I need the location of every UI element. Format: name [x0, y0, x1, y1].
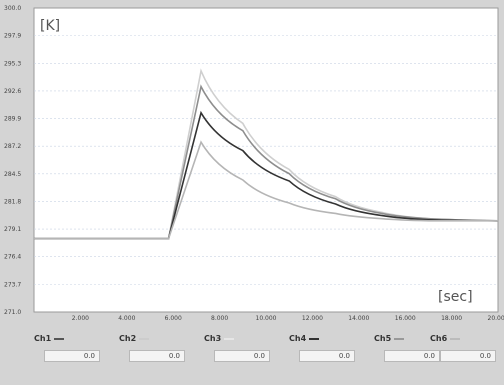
y-tick-label: 284.5	[4, 171, 21, 178]
channel-label: Ch3	[204, 334, 222, 343]
y-axis-ticks: 271.0 273.7 276.4 279.1 281.8 284.5 287.2 289.9…	[4, 5, 21, 316]
channel-color-swatch	[139, 338, 149, 340]
x-tick-label: 14.000	[348, 315, 369, 322]
y-tick-label: 281.8	[4, 198, 21, 205]
channel-label: Ch2	[119, 334, 137, 343]
channel-value-field[interactable]: 0.0	[384, 350, 440, 362]
x-axis-ticks: 2.000 4.000 6.000 8.000 10.000 12.000 14.000 16…	[72, 315, 504, 322]
grid-lines	[34, 35, 498, 285]
x-tick-label: 20.000	[488, 315, 504, 322]
y-tick-label: 292.6	[4, 88, 21, 95]
channel-5: Ch5 0.0	[372, 332, 442, 376]
channel-color-swatch	[309, 338, 319, 340]
channel-6: Ch6 0.0	[428, 332, 498, 376]
y-unit-label: [K]	[40, 18, 60, 34]
plot-area	[33, 7, 499, 313]
channel-4: Ch4 0.0	[287, 332, 357, 376]
channel-value-field[interactable]: 0.0	[214, 350, 270, 362]
y-tick-label: 289.9	[4, 116, 21, 123]
x-unit-label: [sec]	[438, 289, 473, 305]
series-line	[34, 110, 499, 240]
x-tick-label: 8.000	[211, 315, 228, 322]
y-tick-label: 271.0	[4, 309, 21, 316]
x-tick-label: 10.000	[256, 315, 277, 322]
channel-value-field[interactable]: 0.0	[299, 350, 355, 362]
channel-color-swatch	[394, 338, 404, 340]
channel-color-swatch	[224, 338, 234, 340]
channel-label: Ch5	[374, 334, 392, 343]
y-tick-label: 276.4	[4, 254, 21, 261]
series-line	[34, 140, 498, 240]
channel-color-swatch	[54, 338, 64, 340]
channel-2: Ch2 0.0	[117, 332, 187, 376]
y-tick-label: 273.7	[4, 281, 21, 288]
y-tick-label: 279.1	[4, 226, 21, 233]
channel-value-field[interactable]: 0.0	[129, 350, 185, 362]
x-tick-label: 4.000	[118, 315, 135, 322]
x-tick-label: 18.000	[441, 315, 462, 322]
series-line	[34, 84, 499, 240]
y-tick-label: 300.0	[4, 5, 21, 12]
channel-3: Ch3 0.0	[202, 332, 272, 376]
x-tick-label: 2.000	[72, 315, 89, 322]
channel-value-field[interactable]: 0.0	[440, 350, 496, 362]
channel-value-field[interactable]: 0.0	[44, 350, 100, 362]
channel-label: Ch1	[34, 334, 52, 343]
channel-1: Ch1 0.0	[32, 332, 102, 376]
channel-color-swatch	[450, 338, 460, 340]
channel-panel: Ch1 0.0 Ch2 0.0 Ch3 0.0 Ch4 0.0 Ch5 0.0 …	[0, 326, 504, 385]
y-tick-label: 297.9	[4, 33, 21, 40]
temperature-chart: 271.0 273.7 276.4 279.1 281.8 284.5 287.2 289.9…	[4, 5, 504, 322]
x-tick-label: 16.000	[395, 315, 416, 322]
x-tick-label: 12.000	[302, 315, 323, 322]
channel-label: Ch6	[430, 334, 448, 343]
x-tick-label: 6.000	[165, 315, 182, 322]
y-tick-label: 287.2	[4, 143, 21, 150]
series-lines	[34, 68, 499, 240]
y-tick-label: 295.3	[4, 60, 21, 67]
channel-label: Ch4	[289, 334, 307, 343]
